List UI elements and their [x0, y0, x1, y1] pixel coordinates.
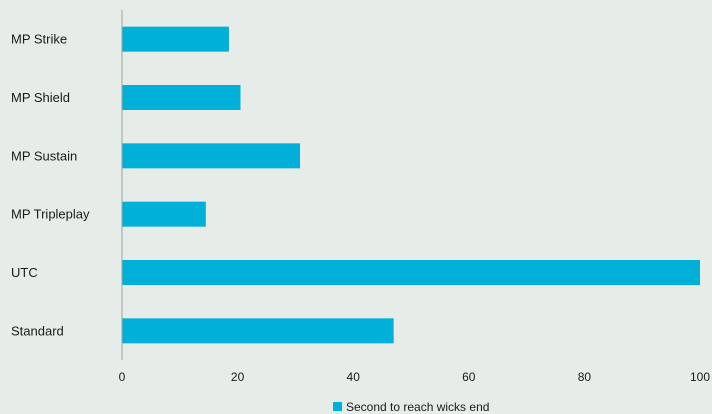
bar-mp-tripleplay	[122, 201, 206, 227]
category-label: MP Tripleplay	[11, 207, 90, 222]
x-tick-label: 20	[231, 370, 245, 384]
category-label: MP Sustain	[11, 148, 77, 163]
bar-utc	[122, 260, 700, 285]
x-tick-label: 40	[347, 370, 361, 384]
legend: Second to reach wicks end	[333, 400, 489, 414]
category-label: MP Shield	[11, 90, 70, 105]
bar-standard	[122, 318, 394, 344]
bars-group	[122, 26, 700, 344]
x-tick-label: 0	[119, 370, 126, 384]
x-tick-label: 80	[578, 370, 592, 384]
category-label: Standard	[11, 323, 64, 338]
category-label: UTC	[11, 265, 38, 280]
bar-mp-shield	[122, 85, 241, 110]
legend-swatch	[333, 402, 342, 411]
x-axis-ticks: 0 20 40 60 80 100	[119, 370, 711, 384]
x-tick-label: 60	[462, 370, 476, 384]
category-labels: MP Strike MP Shield MP Sustain MP Triplepla…	[11, 32, 90, 339]
legend-label: Second to reach wicks end	[346, 400, 489, 414]
x-tick-label: 100	[690, 370, 710, 384]
category-label: MP Strike	[11, 32, 67, 47]
bar-mp-strike	[122, 26, 229, 52]
bar-mp-sustain	[122, 143, 301, 169]
